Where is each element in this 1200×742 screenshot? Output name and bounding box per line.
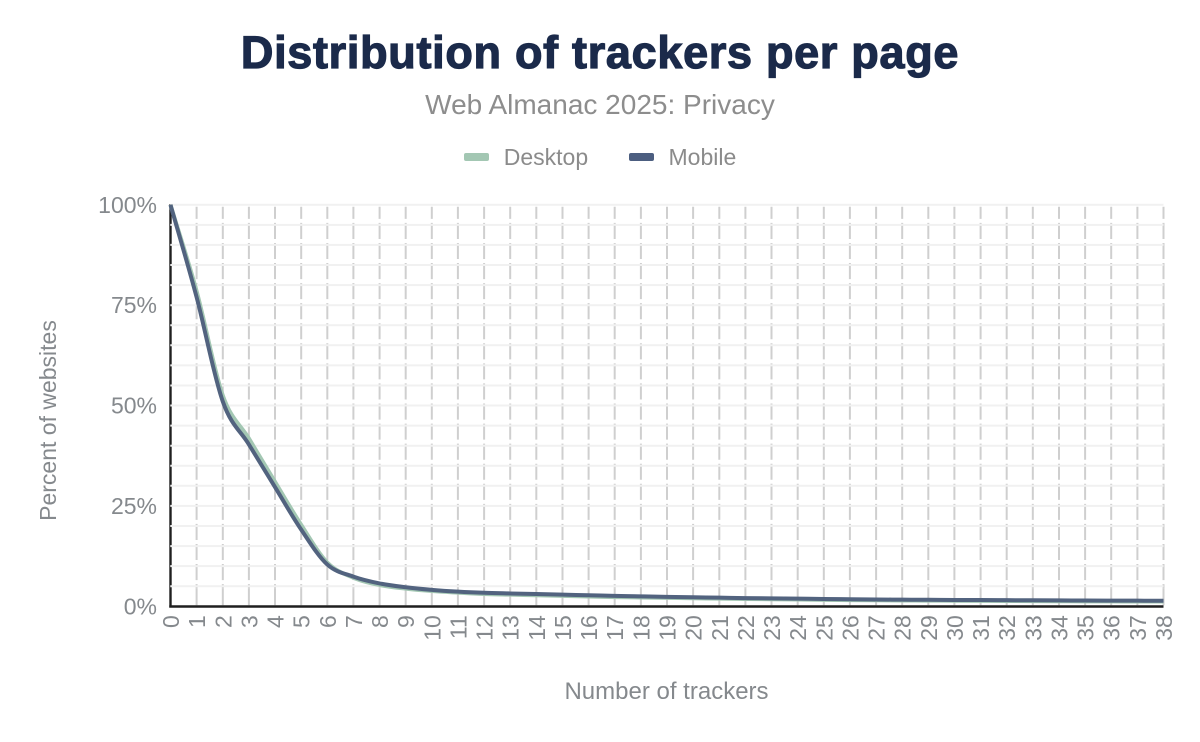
svg-text:2: 2: [210, 615, 236, 628]
svg-text:13: 13: [498, 615, 524, 641]
svg-text:7: 7: [341, 615, 367, 628]
svg-text:10: 10: [419, 615, 445, 641]
svg-text:4: 4: [263, 615, 289, 628]
svg-text:9: 9: [393, 615, 419, 628]
svg-text:36: 36: [1099, 615, 1125, 641]
svg-text:25: 25: [811, 615, 837, 641]
svg-text:100%: 100%: [98, 192, 157, 218]
svg-text:23: 23: [759, 615, 785, 641]
svg-text:37: 37: [1125, 615, 1151, 641]
svg-text:75%: 75%: [111, 292, 157, 318]
svg-text:12: 12: [472, 615, 498, 641]
svg-text:15: 15: [550, 615, 576, 641]
svg-text:8: 8: [367, 615, 393, 628]
svg-text:27: 27: [864, 615, 890, 641]
svg-text:18: 18: [628, 615, 654, 641]
svg-text:25%: 25%: [111, 493, 157, 519]
svg-text:33: 33: [1020, 615, 1046, 641]
svg-text:50%: 50%: [111, 393, 157, 419]
svg-text:30: 30: [942, 615, 968, 641]
svg-text:35: 35: [1073, 615, 1099, 641]
svg-text:26: 26: [837, 615, 863, 641]
svg-text:6: 6: [315, 615, 341, 628]
svg-text:0%: 0%: [124, 593, 157, 619]
svg-text:19: 19: [655, 615, 681, 641]
svg-text:17: 17: [602, 615, 628, 641]
svg-text:11: 11: [445, 615, 471, 639]
svg-text:31: 31: [968, 615, 994, 641]
svg-text:28: 28: [890, 615, 916, 641]
svg-text:32: 32: [994, 615, 1020, 641]
svg-text:1: 1: [184, 615, 210, 628]
svg-text:24: 24: [785, 615, 811, 641]
svg-text:34: 34: [1047, 615, 1073, 641]
svg-text:20: 20: [681, 615, 707, 641]
svg-text:22: 22: [733, 615, 759, 641]
svg-text:21: 21: [707, 615, 733, 641]
svg-text:29: 29: [916, 615, 942, 641]
svg-text:5: 5: [289, 615, 315, 628]
svg-text:Number of trackers: Number of trackers: [564, 678, 768, 705]
svg-text:0: 0: [158, 615, 184, 628]
svg-text:14: 14: [524, 615, 550, 641]
svg-text:38: 38: [1151, 615, 1177, 641]
svg-text:3: 3: [236, 615, 262, 628]
svg-text:Percent of websites: Percent of websites: [35, 320, 61, 521]
svg-text:16: 16: [576, 615, 602, 641]
